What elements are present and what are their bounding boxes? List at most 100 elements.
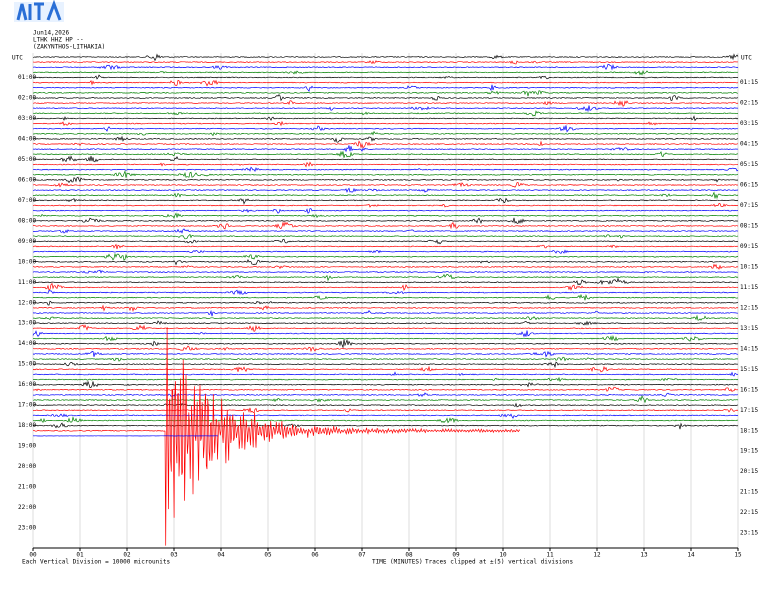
traces: [32, 53, 739, 546]
trace: [32, 135, 739, 143]
left-hour-label: 11:00: [18, 279, 36, 286]
left-hour-label: 06:00: [18, 176, 36, 183]
left-hour-label: 02:00: [18, 94, 36, 101]
right-hour-label: 17:15: [740, 407, 758, 414]
trace: [32, 394, 739, 404]
trace: [32, 63, 739, 71]
left-hour-label: 18:00: [18, 422, 36, 429]
right-hour-label: 01:15: [740, 79, 758, 86]
left-hour-label: 10:00: [18, 258, 36, 265]
trace: [33, 345, 739, 353]
left-hour-label: 19:00: [18, 443, 36, 450]
trace: [32, 243, 739, 250]
x-tick-label: 08: [405, 552, 413, 559]
footnote: Each Vertical Division = 10000 microunit…: [22, 559, 170, 566]
trace: [32, 300, 738, 306]
trace: [32, 365, 739, 373]
right-hour-label: 22:15: [740, 509, 758, 516]
trace: [32, 161, 739, 168]
trace: [32, 376, 739, 383]
trace: [32, 90, 738, 97]
trace: [32, 169, 739, 178]
trace: [32, 53, 739, 62]
trace: [32, 110, 738, 117]
x-tick-label: 03: [170, 552, 178, 559]
trace: [32, 334, 739, 342]
left-hour-label: 05:00: [18, 156, 36, 163]
trace: [32, 228, 739, 234]
trace: [32, 233, 739, 240]
trace: [32, 371, 739, 377]
trace: [32, 429, 166, 432]
right-hour-label: 08:15: [740, 222, 758, 229]
left-hour-label: 17:00: [18, 402, 36, 409]
left-hour-label: 12:00: [18, 299, 36, 306]
trace: [32, 130, 739, 137]
right-hour-label: 19:15: [740, 448, 758, 455]
trace: [32, 105, 739, 113]
clip-note: Traces clipped at ±(5) vertical division…: [425, 559, 573, 566]
x-axis-label: TIME (MINUTES): [372, 559, 423, 566]
x-tick-label: 12: [593, 552, 601, 559]
right-axis-label: UTC: [741, 55, 752, 62]
trace: [33, 74, 739, 80]
right-hour-label: 04:15: [740, 141, 758, 148]
x-tick-label: 00: [29, 552, 37, 559]
trace: [32, 79, 739, 87]
x-tick-label: 09: [452, 552, 460, 559]
trace: [32, 187, 739, 193]
trace: [32, 413, 739, 419]
trace: [33, 392, 739, 398]
x-tick-label: 05: [264, 552, 272, 559]
left-hour-label: 04:00: [18, 135, 36, 142]
right-hour-label: 23:15: [740, 530, 758, 537]
x-tick-label: 04: [217, 552, 225, 559]
trace: [32, 402, 739, 408]
left-hour-label: 16:00: [18, 381, 36, 388]
trace: [32, 314, 739, 321]
trace: [32, 181, 739, 188]
right-hour-label: 12:15: [740, 304, 758, 311]
x-tick-label: 15: [734, 552, 742, 559]
trace: [32, 166, 739, 173]
x-tick-label: 02: [123, 552, 131, 559]
trace: [32, 289, 739, 296]
left-hour-label: 13:00: [18, 320, 36, 327]
trace: [32, 269, 739, 274]
trace: [33, 94, 739, 102]
right-hour-label: 13:15: [740, 325, 758, 332]
right-hour-label: 11:15: [740, 284, 758, 291]
left-hour-label: 09:00: [18, 238, 36, 245]
right-hour-label: 18:15: [740, 427, 758, 434]
trace: [32, 176, 739, 184]
left-hour-label: 03:00: [18, 115, 36, 122]
trace: [32, 282, 739, 291]
trace: [32, 380, 739, 389]
right-hour-label: 21:15: [740, 489, 758, 496]
x-tick-label: 14: [687, 552, 695, 559]
trace: [33, 293, 739, 301]
right-hour-label: 14:15: [740, 345, 758, 352]
right-hour-label: 10:15: [740, 263, 758, 270]
trace: [32, 320, 738, 326]
trace: [32, 324, 739, 332]
x-tick-label: 11: [546, 552, 554, 559]
x-tick-label: 06: [311, 552, 319, 559]
trace: [32, 115, 739, 122]
x-tick-label: 07: [358, 552, 366, 559]
trace: [32, 150, 738, 158]
trace: [32, 415, 739, 424]
trace: [32, 422, 739, 430]
trace: [32, 350, 739, 358]
right-hour-label: 07:15: [740, 202, 758, 209]
right-hour-label: 15:15: [740, 366, 758, 373]
trace: [32, 70, 739, 76]
left-hour-label: 22:00: [18, 504, 36, 511]
left-axis-label: UTC: [12, 55, 23, 62]
trace: [32, 330, 739, 338]
trace: [32, 208, 739, 214]
left-hour-label: 14:00: [18, 340, 36, 347]
trace: [32, 263, 739, 270]
location: (ZAKYNTHOS-LITHAKIA): [33, 44, 105, 51]
right-hour-label: 02:15: [740, 100, 758, 107]
